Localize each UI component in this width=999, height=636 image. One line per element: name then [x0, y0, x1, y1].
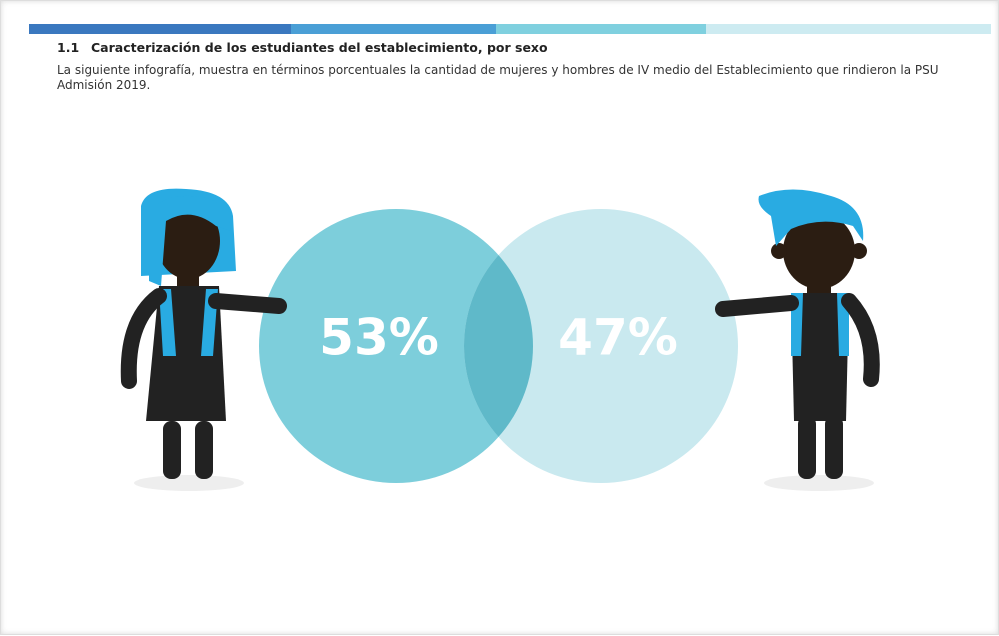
bar-segment — [29, 24, 291, 34]
bar-segment — [291, 24, 496, 34]
intro-text: La siguiente infografía, muestra en térm… — [57, 63, 947, 93]
graphics: 53% 47% — [1, 1, 999, 636]
bar-segment — [706, 24, 991, 34]
women-percent: 53% — [319, 309, 439, 367]
page: 53% 47% 1.1 Caracterización de los estud… — [0, 0, 999, 635]
men-percent: 47% — [558, 309, 678, 367]
bar-segment — [496, 24, 706, 34]
section-number: 1.1 — [57, 40, 79, 55]
section-title: Caracterización de los estudiantes del e… — [91, 40, 548, 55]
man-figure — [723, 190, 874, 492]
woman-figure — [129, 189, 279, 491]
